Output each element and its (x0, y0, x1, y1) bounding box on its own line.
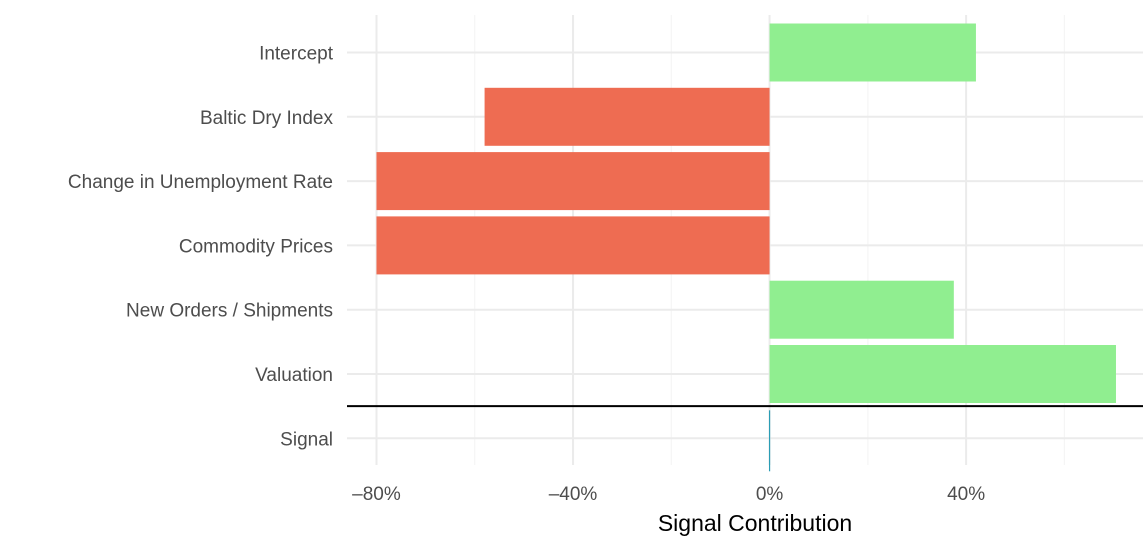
bar-intercept (769, 23, 976, 82)
bars (347, 23, 1143, 472)
category-label: Valuation (255, 365, 333, 386)
category-label: Signal (280, 429, 333, 450)
x-tick-label: –40% (549, 484, 598, 505)
category-label: Change in Unemployment Rate (68, 172, 333, 193)
bar-baltic-dry-index (484, 87, 770, 146)
bar-commodity-prices (376, 216, 770, 275)
category-labels: Intercept Baltic Dry Index Change in Unemp… (68, 44, 334, 451)
category-label: Intercept (259, 44, 334, 65)
x-tick-labels: –80% –40% 0% 40% (352, 484, 985, 505)
bar-valuation (769, 345, 1116, 403)
bar-new-orders-shipments (769, 280, 954, 339)
x-tick-label: 0% (756, 484, 784, 505)
x-tick-label: 40% (947, 484, 985, 505)
category-label: Baltic Dry Index (200, 108, 334, 129)
category-label: New Orders / Shipments (126, 301, 333, 322)
category-label: Commodity Prices (179, 236, 333, 257)
x-axis-title: Signal Contribution (658, 510, 852, 536)
bar-change-in-unemployment-rate (376, 152, 770, 211)
x-tick-label: –80% (352, 484, 401, 505)
